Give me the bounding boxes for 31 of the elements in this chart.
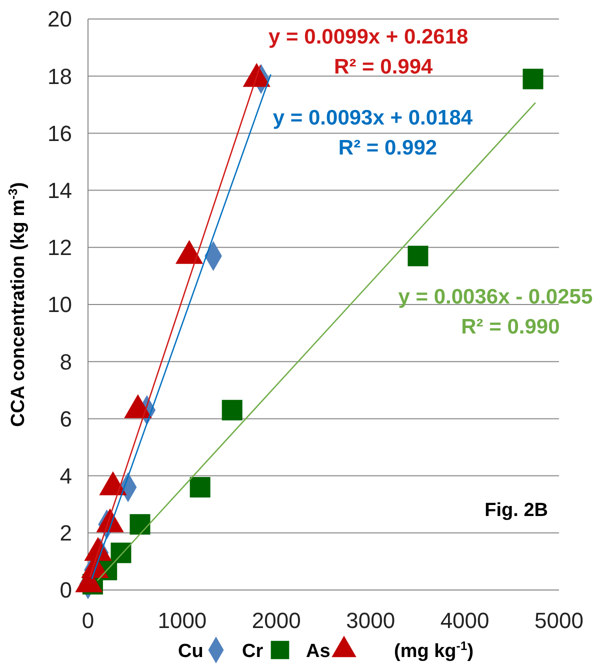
point [222, 400, 242, 420]
x-tick-label: 2000 [252, 608, 301, 633]
point [190, 476, 210, 498]
y-tick-label: 2 [60, 520, 72, 546]
y-tick-label: 16 [48, 120, 72, 146]
x-tick-label: 5000 [534, 608, 584, 633]
y-tick-label: 20 [48, 6, 72, 32]
x-tick-label: 3000 [346, 608, 396, 633]
y-tick-label: 8 [60, 349, 72, 374]
series-label: y = 0.0099x + 0.2618 R² = 0.994 [268, 25, 469, 78]
y-tick-label: 0 [60, 578, 72, 603]
y-tick-label: 4 [60, 464, 72, 488]
x-axis-title: (mg kg$^{-1}$) [394, 639, 474, 662]
point [130, 514, 150, 535]
legend-label: Cr [242, 641, 264, 662]
legend-label: As [306, 641, 330, 662]
x-tick-label: 0 [82, 608, 94, 633]
series-label: y = 0.0093x + 0.0184 R² = 0.992 [272, 106, 473, 160]
legend-label: Cu [178, 641, 204, 662]
y-tick-label: 18 [48, 64, 72, 89]
point [110, 542, 132, 564]
series-label: y = 0.0036x - 0.0255 R² = 0.990 [398, 286, 593, 339]
annotation: Fig. 2B [484, 500, 548, 521]
x-tick-label: 4000 [440, 608, 490, 633]
x-tick-label: 1000 [158, 608, 207, 633]
point [522, 68, 544, 90]
y-tick-label: 14 [48, 178, 72, 203]
y-tick-label: 6 [60, 406, 72, 432]
point [408, 246, 428, 266]
y-tick-label: 12 [48, 235, 72, 260]
y-tick-label: 10 [48, 292, 72, 318]
